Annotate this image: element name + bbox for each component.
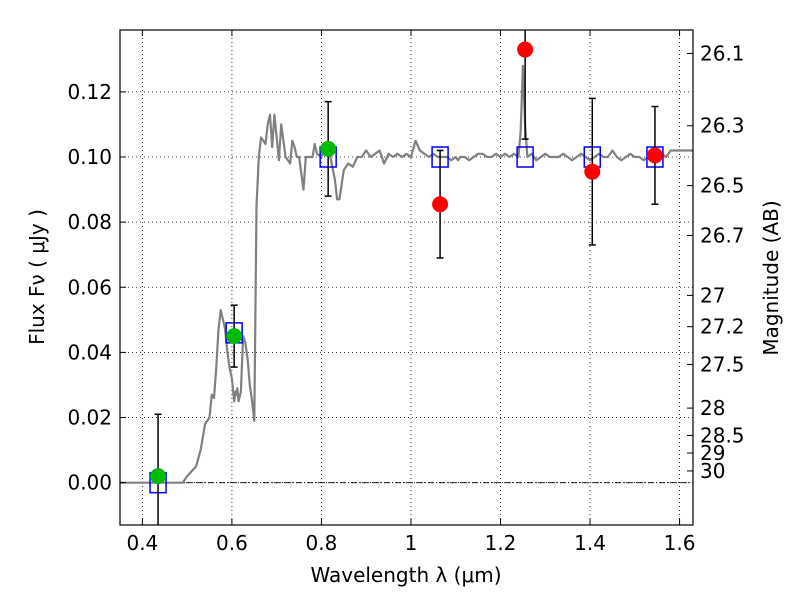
y-tick-label: 0.00 — [67, 471, 112, 495]
right-tick-label: 26.1 — [700, 41, 745, 65]
x-tick-label: 0.4 — [126, 531, 158, 555]
x-tick-label: 0.8 — [306, 531, 338, 555]
plot-background — [120, 30, 693, 525]
y-tick-label: 0.10 — [67, 145, 112, 169]
plot-frame — [119, 29, 694, 526]
right-tick-label: 28 — [700, 396, 725, 420]
green-data-point — [226, 328, 243, 345]
right-tick-label: 26.7 — [700, 223, 745, 247]
x-tick-label: 1.2 — [485, 531, 517, 555]
x-tick-label: 0.6 — [216, 531, 248, 555]
red-data-point — [646, 147, 663, 164]
red-data-point — [517, 41, 534, 58]
y-tick-label: 0.12 — [67, 80, 112, 104]
x-ticks: 0.4 0.6 0.8 1 1.2 1.4 1.6 — [126, 30, 695, 555]
model-photometry-box — [516, 146, 534, 168]
right-tick-label: 30 — [700, 459, 725, 483]
y-axis-title: Flux Fν ( μJy ) — [25, 209, 49, 345]
green-data-point — [150, 468, 167, 485]
right-tick-label: 27.2 — [700, 315, 745, 339]
y-tick-label: 0.02 — [67, 406, 112, 430]
right-tick-label: 27.5 — [700, 352, 745, 376]
red-data-point — [432, 196, 449, 213]
model-spectrum — [120, 64, 693, 484]
x-tick-label: 1.6 — [664, 531, 696, 555]
grid — [120, 30, 693, 525]
right-axis-title: Magnitude (AB) — [759, 200, 783, 355]
right-tick-label: 26.3 — [700, 114, 745, 138]
x-tick-label: 1 — [405, 531, 418, 555]
y-tick-label: 0.04 — [67, 340, 112, 364]
right-tick-label: 26.5 — [700, 174, 745, 198]
right-tick-label: 28.5 — [700, 423, 745, 447]
model-spectrum-line — [120, 64, 693, 484]
y-tick-label: 0.08 — [67, 210, 112, 234]
y-ticks: 0.00 0.02 0.04 0.06 0.08 0.10 0.12 — [67, 80, 126, 495]
green-data-point — [320, 140, 337, 157]
red-data-point — [584, 163, 601, 180]
y-tick-label: 0.06 — [67, 275, 112, 299]
right-tick-label: 29 — [700, 441, 725, 465]
x-tick-label: 1.4 — [574, 531, 606, 555]
data-points — [150, 41, 663, 485]
x-axis-title: Wavelength λ (μm) — [310, 563, 501, 587]
right-tick-label: 27 — [700, 283, 725, 307]
